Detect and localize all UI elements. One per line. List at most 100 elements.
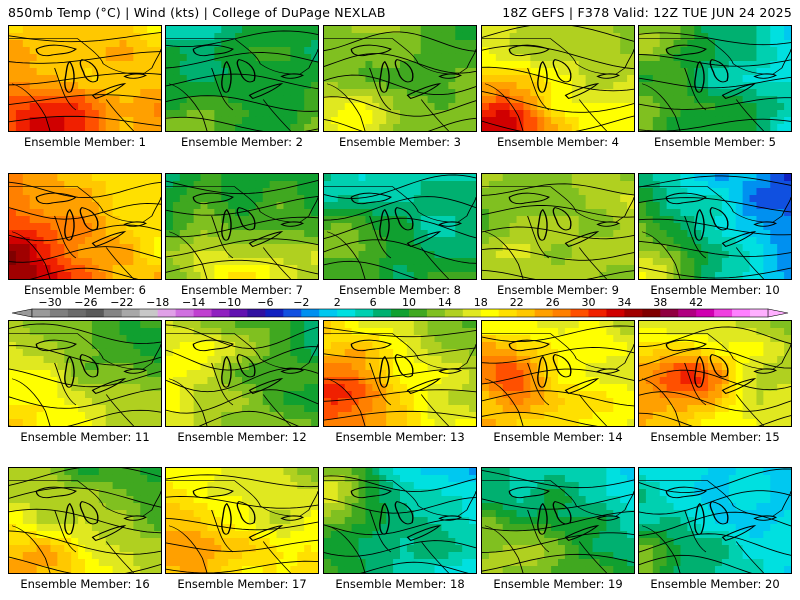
temperature-cell: [112, 411, 121, 420]
height-contour-line: [9, 181, 161, 198]
model-run-valid-time: 18Z GEFS | F378 Valid: 12Z TUE JUN 24 20…: [502, 5, 792, 20]
temperature-cell: [276, 40, 285, 48]
temperature-cell: [680, 40, 688, 48]
temperature-cell: [228, 356, 236, 364]
temperature-cell: [36, 342, 45, 350]
temperature-cell: [105, 188, 114, 196]
temperature-cell: [523, 335, 531, 343]
temperature-cell: [502, 103, 511, 111]
temperature-cell: [29, 222, 38, 231]
temperature-cell: [406, 53, 415, 62]
temperature-cell: [448, 251, 456, 259]
temperature-cell: [228, 209, 236, 217]
temperature-cell: [214, 222, 222, 231]
temperature-cell: [571, 103, 580, 111]
temperature-cell: [571, 222, 580, 231]
temperature-cell: [200, 377, 209, 385]
temperature-cell: [91, 103, 100, 111]
temperature-cell: [43, 384, 52, 392]
temperature-cell: [207, 264, 215, 273]
temperature-cell: [639, 110, 647, 118]
temperature-cell: [599, 348, 607, 357]
ensemble-member-label: Ensemble Member: 7: [181, 283, 303, 297]
temperature-cell: [448, 74, 456, 83]
lake-shoreline: [192, 44, 234, 57]
temperature-cell: [627, 342, 634, 350]
temperature-cell: [462, 40, 470, 48]
temperature-cell: [770, 222, 778, 231]
temperature-cell: [400, 230, 408, 238]
temperature-cell: [715, 243, 723, 252]
temperature-cell: [193, 26, 202, 34]
temperature-cell: [78, 103, 86, 111]
temperature-cell: [235, 180, 243, 189]
temperature-cell: [200, 103, 209, 111]
temperature-cell: [455, 180, 463, 189]
temperature-cell: [337, 264, 346, 273]
height-contour-line: [482, 325, 634, 343]
temperature-cell: [365, 419, 373, 426]
temperature-cell: [98, 342, 107, 350]
temperature-cell: [255, 116, 264, 125]
temperature-cell: [112, 369, 121, 378]
temperature-cell: [735, 209, 744, 217]
temperature-cell: [193, 342, 202, 350]
temperature-cell: [406, 26, 415, 34]
temperature-cell: [763, 327, 771, 336]
temperature-cell: [379, 342, 387, 350]
temperature-cell: [523, 216, 531, 224]
temperature-cell: [386, 230, 394, 238]
temperature-cell: [276, 74, 285, 83]
temperature-cell: [558, 89, 566, 97]
temperature-cell: [523, 47, 531, 55]
temperature-cell: [304, 243, 312, 252]
temperature-cell: [742, 222, 751, 231]
temperature-cell: [386, 411, 394, 420]
temperature-cell: [133, 321, 141, 329]
temperature-cell: [57, 369, 65, 378]
temperature-cell: [645, 321, 654, 329]
temperature-cell: [742, 68, 751, 76]
temperature-cell: [140, 195, 148, 203]
temperature-field: [639, 26, 791, 131]
temperature-cell: [735, 103, 744, 111]
temperature-cell: [297, 61, 305, 69]
temperature-cell: [434, 68, 443, 76]
temperature-cell: [290, 32, 298, 41]
temperature-cell: [715, 116, 723, 125]
temperature-cell: [530, 411, 538, 420]
temperature-cell: [193, 321, 202, 329]
temperature-cell: [680, 68, 688, 76]
temperature-cell: [406, 68, 415, 76]
temperature-cell: [606, 201, 614, 210]
temperature-cell: [427, 237, 436, 245]
temperature-cell: [721, 82, 730, 90]
temperature-cell: [571, 95, 580, 104]
temperature-cell: [262, 251, 271, 259]
temperature-cell: [469, 369, 476, 378]
temperature-cell: [283, 264, 291, 273]
temperature-cell: [221, 95, 229, 104]
temperature-cell: [448, 419, 456, 426]
temperature-cell: [571, 53, 580, 62]
temperature-cell: [140, 384, 148, 392]
temperature-cell: [652, 116, 661, 125]
temperature-cell: [105, 258, 114, 266]
temperature-cell: [469, 321, 476, 329]
temperature-cell: [22, 327, 31, 336]
temperature-cell: [448, 124, 456, 131]
temperature-cell: [530, 222, 538, 231]
temperature-cell: [469, 222, 476, 231]
height-contour-line: [482, 347, 634, 364]
temperature-cell: [427, 243, 436, 252]
temperature-cell: [509, 342, 518, 350]
temperature-cell: [207, 68, 215, 76]
state-border: [326, 231, 366, 279]
temperature-cell: [290, 230, 298, 238]
lake-shoreline: [552, 354, 572, 378]
temperature-cell: [564, 230, 573, 238]
temperature-cell: [687, 201, 695, 210]
temperature-cell: [749, 47, 758, 55]
temperature-cell: [413, 61, 422, 69]
temperature-cell: [585, 53, 594, 62]
